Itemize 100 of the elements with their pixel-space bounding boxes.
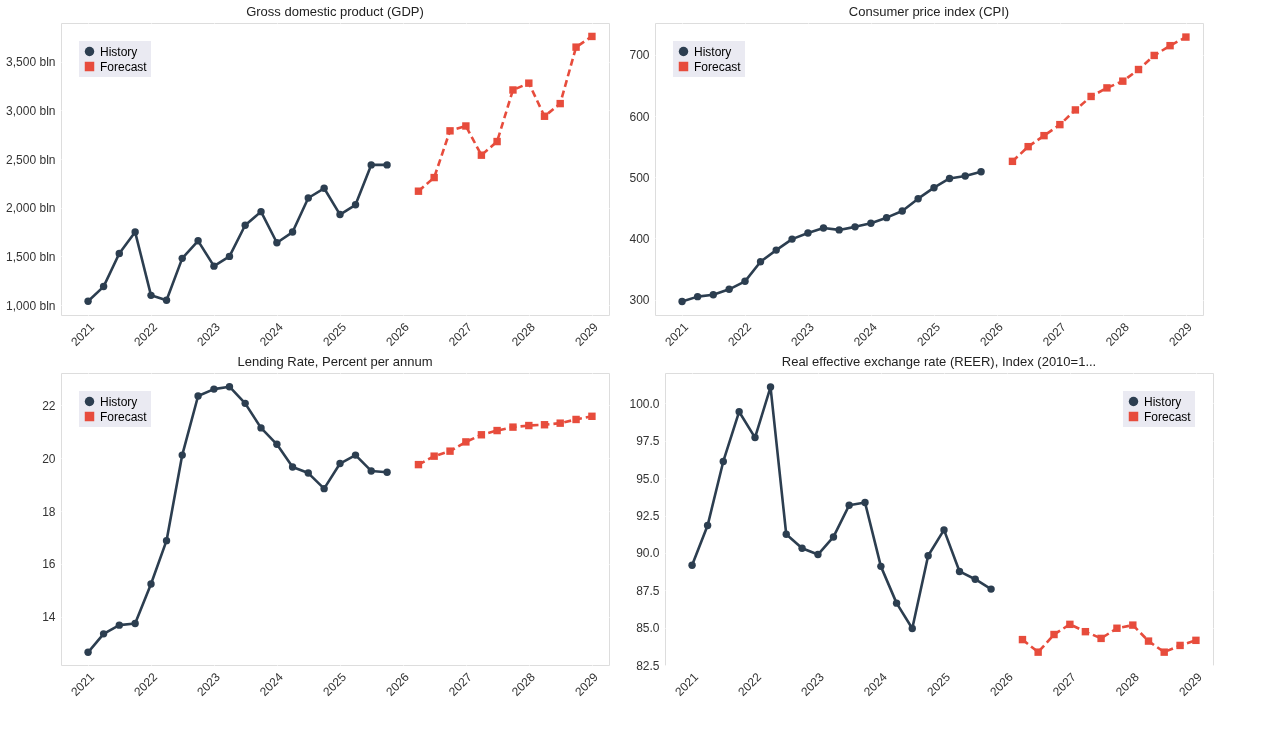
point: [273, 440, 281, 448]
point: [961, 172, 969, 180]
point: [804, 229, 812, 237]
point: [945, 174, 954, 183]
point: [588, 32, 596, 41]
point: [194, 237, 202, 245]
point: [462, 438, 470, 446]
point: [1103, 84, 1111, 92]
point: [493, 426, 501, 435]
point: [814, 550, 822, 559]
point: [751, 433, 759, 442]
point: [877, 562, 885, 571]
y-tick-label: 20: [42, 451, 56, 466]
point: [1144, 637, 1153, 645]
point: [772, 246, 780, 254]
point: [588, 412, 596, 421]
y-tick-label: 700: [629, 48, 650, 63]
y-tick-label: 82.5: [636, 658, 660, 673]
point: [940, 526, 948, 534]
point: [1192, 636, 1200, 645]
point: [273, 239, 281, 247]
legend-label: History: [1144, 394, 1182, 409]
point: [257, 207, 265, 216]
point: [829, 533, 838, 541]
point: [336, 210, 344, 219]
point: [851, 223, 859, 231]
point: [703, 521, 712, 530]
point: [861, 498, 869, 507]
point: [725, 285, 733, 293]
point: [115, 621, 123, 629]
point: [383, 468, 391, 476]
point: [99, 630, 108, 638]
point: [835, 226, 843, 234]
point: [756, 258, 765, 266]
point: [257, 424, 265, 432]
point: [84, 648, 92, 657]
y-tick-label: 14: [42, 610, 56, 625]
point: [414, 187, 423, 195]
point: [1113, 624, 1121, 632]
point: [971, 575, 979, 583]
point: [430, 452, 438, 460]
point: [241, 399, 249, 408]
y-tick-label: 97.5: [636, 434, 660, 449]
point: [210, 385, 218, 393]
point: [462, 122, 470, 130]
point: [147, 291, 155, 300]
point: [572, 415, 580, 424]
point: [509, 423, 517, 431]
point: [178, 254, 186, 263]
point: [225, 252, 234, 261]
point: [1071, 106, 1080, 114]
legend-label: History: [100, 44, 138, 59]
point: [572, 43, 580, 51]
point: [678, 297, 686, 306]
point: [1160, 648, 1168, 656]
y-tick-label: 2,500 bln: [6, 152, 56, 167]
point: [556, 99, 564, 108]
legend-label: Forecast: [1144, 409, 1192, 424]
point: [367, 161, 375, 169]
point: [288, 228, 297, 236]
point: [446, 447, 454, 455]
point: [987, 585, 995, 593]
y-tick-label: 400: [629, 231, 650, 246]
chart-title: Gross domestic product (GDP): [246, 4, 424, 19]
point: [131, 228, 139, 236]
point: [336, 459, 344, 468]
y-tick-label: 95.0: [636, 471, 660, 486]
point: [1166, 41, 1174, 50]
point: [867, 219, 875, 227]
point: [556, 419, 564, 427]
point: [525, 79, 533, 87]
point: [320, 184, 328, 192]
legend-label: History: [694, 44, 732, 59]
y-tick-label: 87.5: [636, 583, 660, 598]
point: [892, 599, 901, 607]
point: [819, 224, 828, 232]
point: [194, 392, 202, 400]
legend-label: Forecast: [694, 59, 742, 74]
legend-label: History: [100, 394, 138, 409]
y-tick-label: 3,500 bln: [6, 55, 56, 70]
point: [162, 296, 171, 304]
y-tick-label: 16: [42, 557, 56, 572]
point: [351, 201, 360, 209]
y-tick-label: 22: [42, 398, 56, 413]
point: [709, 291, 717, 299]
y-tick-label: 90.0: [636, 546, 660, 561]
point: [882, 213, 891, 222]
point: [446, 127, 454, 135]
point: [908, 624, 916, 633]
point: [766, 383, 775, 391]
point: [1182, 33, 1190, 41]
point: [525, 421, 533, 430]
point: [351, 451, 360, 459]
y-tick-label: 1,000 bln: [6, 298, 56, 313]
point: [688, 561, 696, 569]
point: [1097, 634, 1105, 643]
point: [977, 168, 985, 176]
point: [477, 151, 486, 159]
y-tick-label: 3,000 bln: [6, 103, 56, 118]
point: [1119, 77, 1127, 85]
